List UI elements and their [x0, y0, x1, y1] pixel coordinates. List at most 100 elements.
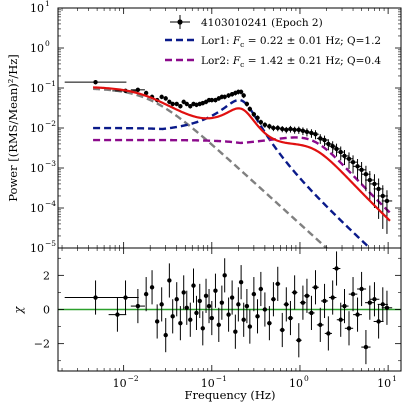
data-point	[200, 100, 205, 106]
x-tick-exponent: 1	[392, 374, 397, 383]
residual-point	[174, 282, 179, 317]
residual-point	[291, 275, 298, 310]
residual-point	[197, 283, 202, 319]
data-point	[170, 101, 175, 107]
total-model-curve	[93, 86, 391, 222]
data-point	[209, 97, 215, 103]
lor2-component-curve	[93, 136, 391, 214]
data-point	[174, 101, 179, 107]
residual-point	[163, 318, 168, 353]
y-tick-label: 10	[30, 122, 44, 135]
data-point	[267, 123, 272, 130]
y-tick: 10 −1	[30, 79, 401, 95]
residual-point	[267, 306, 272, 341]
residual-point	[312, 270, 319, 305]
data-point	[216, 96, 221, 101]
data-point	[163, 96, 168, 101]
y-tick: 10 −2	[30, 119, 401, 135]
residual-point	[203, 278, 209, 313]
residual-point	[283, 287, 289, 322]
residual-point	[279, 312, 285, 348]
data-point	[64, 79, 127, 85]
legend-label: Lor2: Fc = 1.42 ± 0.21 Hz; Q=0.4	[201, 55, 381, 69]
data-point	[324, 139, 332, 151]
residual-point	[191, 268, 196, 303]
legend-label: Lor1: Fc = 0.22 ± 0.01 Hz; Q=1.2	[201, 35, 381, 49]
data-point	[348, 155, 358, 174]
x-tick-exponent: −1	[216, 374, 227, 383]
residual-point	[112, 280, 139, 315]
x-tick-label: 10	[377, 377, 391, 390]
data-point	[291, 126, 298, 134]
data-point	[167, 99, 172, 105]
residual-point	[170, 299, 175, 334]
data-point	[184, 101, 189, 107]
y-tick-label: 10	[30, 202, 44, 215]
data-point	[361, 165, 371, 192]
y-tick-label: 10	[30, 162, 44, 175]
data-point	[255, 115, 260, 121]
data-point	[159, 94, 164, 100]
data-point	[238, 89, 244, 95]
data-point	[247, 106, 253, 112]
data-point	[321, 135, 329, 147]
residual-point	[332, 251, 341, 286]
data-point	[283, 126, 289, 134]
residual-point	[373, 304, 384, 339]
data-point	[287, 125, 294, 133]
x-tick-exponent: −2	[128, 374, 139, 383]
residual-point	[130, 289, 145, 324]
lor1-component-curve	[93, 98, 372, 248]
residual-point	[206, 289, 212, 324]
residual-point	[229, 280, 235, 315]
data-point	[188, 104, 193, 109]
data-point	[365, 171, 375, 200]
residual-point	[178, 306, 183, 341]
x-tick-label: 10	[289, 377, 303, 390]
x-tick: 10 1	[377, 248, 397, 390]
y-tick-label: 10	[30, 42, 44, 55]
residual-point	[262, 292, 268, 327]
residual-point	[348, 277, 358, 312]
legend-label: 4103010241 (Epoch 2)	[201, 17, 323, 29]
residual-point	[340, 289, 349, 324]
residual-point	[308, 295, 315, 330]
data-point	[130, 87, 145, 93]
data-point	[377, 185, 388, 229]
residual-point	[287, 300, 294, 336]
residual-point	[184, 290, 189, 325]
residual-point	[219, 285, 225, 320]
residual-point	[233, 314, 238, 349]
data-point	[336, 146, 345, 161]
y-tick-exponent: −2	[45, 119, 56, 128]
x-tick-label: 10	[201, 377, 215, 390]
power-axis-title: Power [(RMS/Mean)²/Hz]	[6, 54, 20, 202]
residual-point	[244, 289, 250, 324]
data-point	[295, 126, 302, 134]
y-tick-exponent: −4	[45, 199, 56, 208]
residual-point	[357, 271, 367, 307]
frequency-axis-title: Frequency (Hz)	[185, 388, 276, 402]
residual-point	[316, 307, 324, 342]
residual-point	[216, 307, 221, 342]
data-point	[373, 178, 384, 219]
data-point	[381, 190, 393, 234]
y-tick: 10 −4	[30, 199, 401, 215]
data-point	[316, 134, 324, 144]
data-point	[357, 161, 367, 185]
residual-point	[361, 330, 371, 365]
chi-tick: 0	[43, 304, 401, 317]
data-point	[258, 119, 264, 126]
y-tick-label: 10	[30, 82, 44, 95]
residual-point	[303, 278, 311, 313]
data-point	[340, 150, 349, 166]
residual-point	[108, 297, 127, 332]
y-tick-exponent: −5	[45, 239, 56, 248]
residual-point	[188, 302, 193, 337]
data-point	[244, 101, 250, 107]
residual-point	[255, 299, 260, 334]
residual-point	[213, 273, 218, 308]
data-point	[328, 141, 337, 154]
